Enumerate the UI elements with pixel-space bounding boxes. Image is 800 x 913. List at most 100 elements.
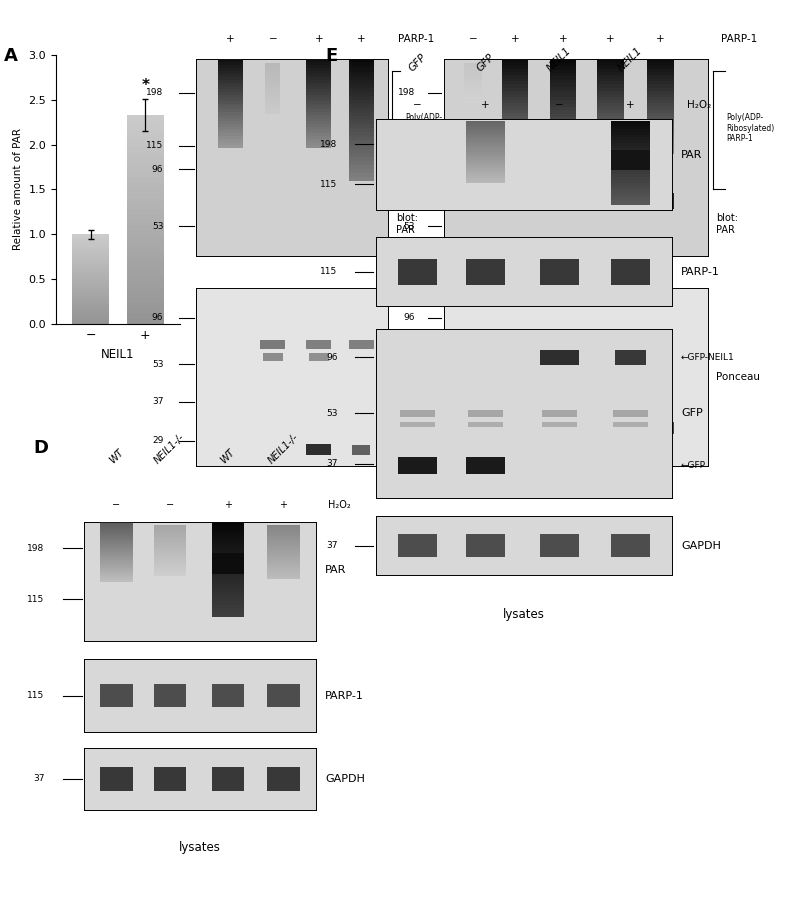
Bar	[352, 97, 370, 100]
Bar	[211, 604, 244, 608]
Bar	[306, 83, 331, 86]
Bar	[267, 527, 300, 529]
Bar	[464, 101, 482, 102]
Bar	[464, 78, 482, 79]
Bar	[464, 65, 482, 66]
Bar	[100, 560, 133, 561]
Bar	[126, 261, 164, 267]
Bar	[550, 103, 576, 107]
Bar	[126, 267, 164, 272]
Bar	[211, 614, 244, 617]
Bar	[550, 128, 576, 131]
Bar	[218, 115, 243, 119]
Bar	[611, 185, 650, 188]
Bar	[100, 551, 133, 554]
Bar	[267, 549, 300, 551]
Bar	[614, 410, 648, 416]
Bar	[72, 320, 110, 322]
Bar	[154, 574, 186, 576]
Bar	[126, 282, 164, 288]
Bar	[349, 157, 374, 161]
Text: 115: 115	[27, 595, 45, 603]
Bar	[100, 526, 133, 528]
Bar	[597, 141, 623, 144]
Bar	[154, 553, 186, 555]
Bar	[502, 119, 529, 122]
Bar	[462, 424, 484, 433]
Bar	[349, 68, 374, 71]
Bar	[72, 252, 110, 255]
Bar	[72, 277, 110, 279]
Bar	[352, 75, 370, 79]
Y-axis label: Relative amount of PAR: Relative amount of PAR	[13, 129, 23, 250]
Text: 198: 198	[320, 140, 338, 149]
Bar	[211, 592, 244, 595]
Bar	[211, 522, 244, 525]
Bar	[466, 125, 505, 127]
Text: GFP: GFP	[681, 408, 702, 418]
Bar	[611, 131, 650, 135]
Bar	[349, 165, 374, 169]
Bar	[647, 85, 674, 88]
Bar	[502, 85, 529, 88]
Bar	[126, 215, 164, 219]
Bar	[466, 258, 505, 285]
Bar	[464, 69, 482, 71]
Bar	[154, 541, 186, 543]
Bar	[349, 100, 374, 104]
Bar	[647, 144, 674, 147]
Bar	[211, 551, 244, 554]
Bar	[611, 146, 650, 149]
Bar	[72, 279, 110, 281]
Bar	[306, 89, 331, 91]
Bar	[597, 122, 623, 125]
Bar	[349, 63, 374, 68]
Bar	[647, 68, 674, 72]
Bar	[597, 125, 623, 129]
Bar	[352, 88, 370, 90]
Bar	[306, 65, 331, 68]
Text: 53: 53	[403, 222, 415, 231]
Bar	[211, 561, 244, 563]
Bar	[647, 81, 674, 85]
Bar	[100, 564, 133, 566]
Text: 37: 37	[326, 459, 338, 468]
Text: GAPDH: GAPDH	[326, 774, 365, 783]
Text: blot:
PAR: blot: PAR	[396, 214, 418, 235]
Bar	[464, 68, 482, 69]
Bar	[647, 110, 674, 112]
Text: NEIL1: NEIL1	[617, 45, 645, 73]
Bar	[126, 194, 164, 199]
Bar	[100, 548, 133, 550]
Bar	[154, 535, 186, 537]
Bar	[468, 410, 503, 416]
Bar	[267, 573, 300, 575]
Bar	[597, 75, 623, 79]
Bar	[597, 340, 623, 350]
Bar	[466, 166, 505, 168]
Bar	[502, 147, 529, 151]
Bar	[464, 63, 482, 65]
Bar	[597, 107, 623, 110]
Bar	[100, 576, 133, 578]
Bar	[218, 142, 243, 145]
Bar	[597, 79, 623, 81]
Bar	[72, 244, 110, 246]
Bar	[100, 522, 133, 524]
Bar	[266, 67, 280, 68]
Bar	[597, 144, 623, 147]
Bar	[611, 154, 650, 157]
Bar	[267, 561, 300, 562]
Bar	[464, 86, 482, 87]
Bar	[266, 72, 280, 73]
Bar	[611, 197, 650, 200]
Bar	[126, 199, 164, 204]
Bar	[550, 154, 576, 158]
Bar	[267, 551, 300, 553]
Bar	[647, 122, 674, 125]
Bar	[466, 181, 505, 183]
Bar	[267, 525, 300, 527]
Bar	[266, 80, 280, 82]
Bar	[352, 119, 370, 122]
Bar	[400, 423, 434, 427]
